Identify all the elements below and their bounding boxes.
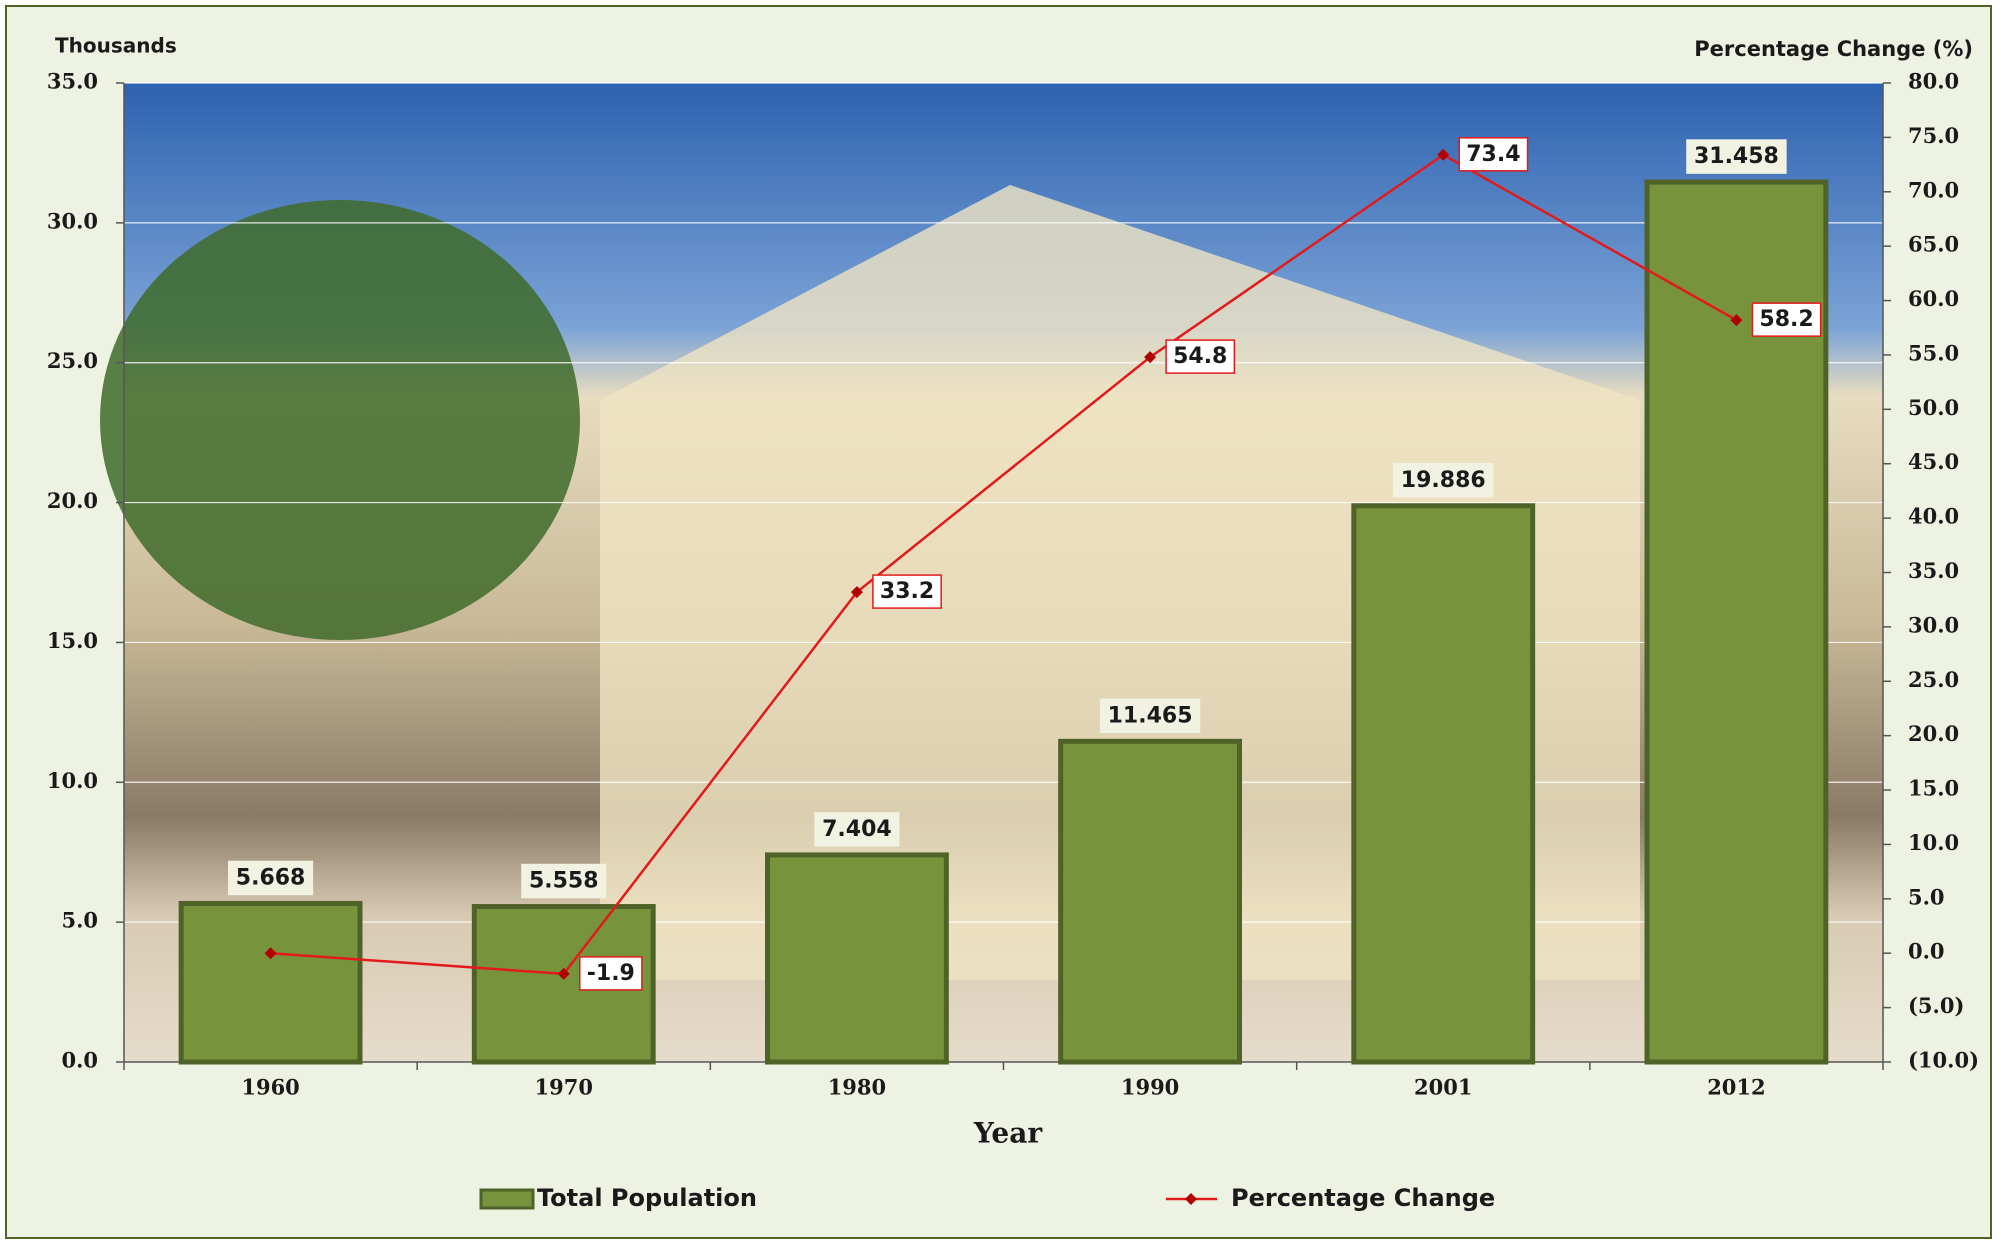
y2-tick-label: 35.0 xyxy=(1908,558,1959,583)
left-axis-label: Thousands xyxy=(55,34,177,58)
y2-tick-label: 45.0 xyxy=(1908,449,1959,474)
x-tick-label: 1970 xyxy=(535,1075,593,1100)
y2-tick-label: 75.0 xyxy=(1908,123,1959,148)
y-tick-label: 20.0 xyxy=(47,488,98,513)
bar xyxy=(1061,741,1240,1062)
y2-tick-label: 65.0 xyxy=(1908,232,1959,257)
x-tick-label: 1990 xyxy=(1121,1075,1179,1100)
bar-value-label: 11.465 xyxy=(1108,703,1193,728)
legend-label: Total Population xyxy=(537,1184,757,1212)
y2-tick-label: (5.0) xyxy=(1908,993,1964,1018)
y2-tick-label: (10.0) xyxy=(1908,1048,1979,1073)
y2-tick-label: 10.0 xyxy=(1908,830,1959,855)
bar xyxy=(181,903,360,1062)
line-value-label: 54.8 xyxy=(1173,344,1227,369)
x-tick-label: 2001 xyxy=(1414,1075,1472,1100)
line-value-label: 73.4 xyxy=(1466,142,1520,167)
y2-tick-label: 60.0 xyxy=(1908,286,1959,311)
y2-tick-label: 15.0 xyxy=(1908,776,1959,801)
legend-label: Percentage Change xyxy=(1231,1184,1495,1212)
x-tick-label: 1980 xyxy=(828,1075,886,1100)
bar-value-label: 7.404 xyxy=(822,817,892,842)
line-value-label: 58.2 xyxy=(1759,307,1813,332)
x-tick-label: 1960 xyxy=(241,1075,299,1100)
bar-value-label: 19.886 xyxy=(1401,468,1486,493)
right-axis-label: Percentage Change (%) xyxy=(1694,37,1973,61)
y2-tick-label: 20.0 xyxy=(1908,721,1959,746)
y2-tick-label: 30.0 xyxy=(1908,612,1959,637)
bar xyxy=(768,855,947,1062)
legend-swatch-bar xyxy=(481,1190,533,1208)
y-tick-label: 35.0 xyxy=(47,69,98,94)
y2-tick-label: 40.0 xyxy=(1908,504,1959,529)
y-tick-label: 30.0 xyxy=(47,208,98,233)
bar-value-label: 31.458 xyxy=(1694,144,1779,169)
bar-value-label: 5.558 xyxy=(529,869,599,894)
tree xyxy=(100,200,580,640)
y2-tick-label: 70.0 xyxy=(1908,177,1959,202)
chart: Thousands Percentage Change (%) Year 0.0… xyxy=(0,0,2001,1244)
y-tick-label: 0.0 xyxy=(61,1048,98,1073)
y-tick-label: 15.0 xyxy=(47,628,98,653)
y2-tick-label: 80.0 xyxy=(1908,69,1959,94)
y-tick-label: 10.0 xyxy=(47,768,98,793)
y-tick-label: 25.0 xyxy=(47,348,98,373)
y2-tick-label: 25.0 xyxy=(1908,667,1959,692)
y-tick-label: 5.0 xyxy=(61,908,98,933)
y2-tick-label: 55.0 xyxy=(1908,340,1959,365)
line-value-label: -1.9 xyxy=(587,961,635,986)
bar xyxy=(1354,506,1533,1062)
line-value-label: 33.2 xyxy=(880,579,934,604)
x-tick-label: 2012 xyxy=(1707,1075,1765,1100)
y2-tick-label: 5.0 xyxy=(1908,884,1945,909)
x-axis-title: Year xyxy=(973,1117,1044,1150)
y2-tick-label: 50.0 xyxy=(1908,395,1959,420)
y2-tick-label: 0.0 xyxy=(1908,939,1945,964)
bar-value-label: 5.668 xyxy=(236,865,306,890)
